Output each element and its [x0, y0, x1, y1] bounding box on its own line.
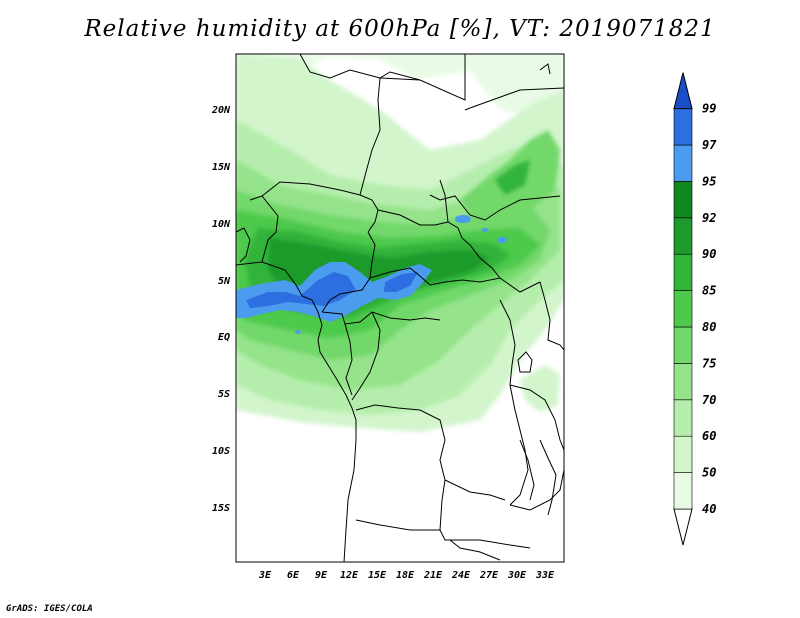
lake-tanganyika [519, 439, 535, 501]
lake-malawi [539, 439, 557, 516]
border-angola-drc [355, 404, 506, 501]
colorbar-label: 50 [702, 466, 716, 480]
humidity-field [236, 54, 564, 562]
border-angola-namibia [355, 519, 531, 549]
lon-tick-label: 33E [535, 570, 555, 581]
field-blue-97b [384, 272, 418, 292]
lake-victoria [517, 351, 533, 373]
map-frame [235, 53, 565, 563]
colorbar-segment [673, 217, 693, 255]
lon-tick-label: 18E [396, 570, 415, 581]
colorbar-segment [673, 253, 693, 291]
colorbar-label: 60 [702, 429, 716, 443]
border-botswana [449, 539, 501, 561]
colorbar-label: 99 [702, 102, 716, 116]
colorbar-label: 40 [702, 502, 716, 516]
colorbar-label: 90 [702, 247, 716, 261]
border-libya-egypt [379, 54, 466, 101]
lon-tick-label: 24E [451, 570, 471, 581]
field-blue-patch [482, 228, 488, 232]
chart-title: Relative humidity at 600hPa [%], VT: 201… [84, 16, 716, 42]
colorbar-label: 92 [702, 211, 716, 225]
colorbar-label: 95 [702, 174, 716, 188]
border-congo-drc [351, 311, 381, 401]
border-sudan-chad [439, 179, 449, 223]
field-blue-patch [497, 237, 507, 243]
colorbar-segment [673, 290, 693, 328]
colorbar-segment [673, 181, 693, 219]
lon-tick-label: 6E [287, 570, 300, 581]
border-algeria-libya [299, 54, 381, 79]
border-egypt-sudan [464, 87, 564, 111]
border-zambia-east [509, 469, 564, 511]
border-sudan-south [429, 194, 561, 221]
border-nigeria [236, 227, 251, 263]
lon-tick-label: 27E [479, 570, 499, 581]
border-drc-east [499, 299, 529, 506]
border-tanzania [509, 384, 564, 451]
border-uganda [539, 281, 564, 351]
field-blue-patch [295, 330, 301, 334]
colorbar-label: 75 [702, 356, 716, 370]
field-ne-dark [495, 160, 530, 195]
field-blue-patch [455, 215, 471, 223]
lon-tick-label: 12E [340, 570, 359, 581]
lon-axis: 3E 6E 9E 12E 15E 18E 21E 24E 27E 30E 33E [258, 570, 555, 581]
colorbar-segment [673, 435, 693, 473]
lon-tick-label: 3E [258, 570, 272, 581]
lat-tick-label: 5S [218, 389, 230, 400]
border-chad-libya [359, 71, 421, 196]
borders [236, 54, 564, 562]
colorbar-segment [673, 472, 693, 510]
colorbar-segment [673, 399, 693, 437]
lat-tick-label: 5N [218, 276, 231, 287]
border-car-drc [369, 267, 541, 293]
colorbar: 40 50 60 70 75 80 85 90 92 95 97 99 [673, 72, 717, 546]
border-angola-zambia [439, 479, 446, 531]
border-car-sudan [377, 209, 501, 279]
coast-red-sea [539, 63, 551, 75]
colorbar-label: 80 [702, 320, 716, 334]
field-se-pale [520, 365, 560, 412]
lat-tick-label: 15S [212, 503, 230, 514]
field-blue-97 [246, 272, 356, 308]
lon-tick-label: 9E [315, 570, 328, 581]
lat-tick-label: 10N [212, 219, 231, 230]
lat-tick-label: 15N [212, 162, 231, 173]
border-gabon [344, 323, 353, 396]
credit-label: GrADS: IGES/COLA [6, 604, 93, 614]
coastline-west [236, 261, 357, 562]
field-pale-north [236, 54, 564, 120]
colorbar-label: 70 [702, 393, 716, 407]
colorbar-segment [673, 363, 693, 401]
lon-tick-label: 15E [368, 570, 387, 581]
lat-tick-label: 20N [211, 105, 231, 116]
lat-tick-label: EQ [218, 332, 230, 343]
colorbar-label: 97 [702, 138, 717, 152]
colorbar-arrow-high [673, 72, 693, 110]
lon-tick-label: 21E [423, 570, 443, 581]
lat-axis: 20N 15N 10N 5N EQ 5S 10S 15S [211, 105, 231, 514]
colorbar-arrow-low [673, 508, 693, 546]
border-cameroon [321, 231, 376, 313]
colorbar-segment [673, 144, 693, 182]
colorbar-label: 85 [702, 284, 716, 298]
colorbar-segment [673, 326, 693, 364]
lat-tick-label: 10S [212, 446, 230, 457]
colorbar-segment [673, 108, 693, 146]
lon-tick-label: 30E [507, 570, 527, 581]
